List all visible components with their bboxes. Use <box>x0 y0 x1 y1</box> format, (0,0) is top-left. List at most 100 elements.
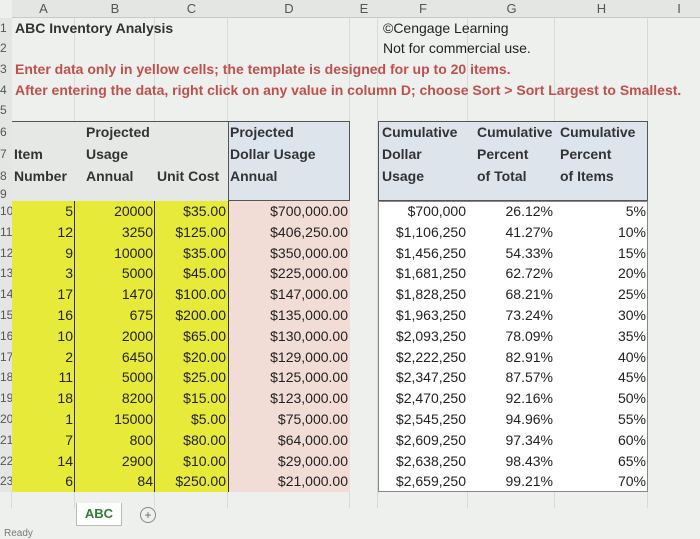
cell-r10c6[interactable]: 5% <box>625 203 646 219</box>
instruction-2[interactable]: After entering the data, right click on … <box>15 82 682 98</box>
cell-r23c2[interactable]: $250.00 <box>175 473 226 490</box>
cell-r17c0[interactable]: 2 <box>65 348 73 365</box>
cell-r21c3[interactable]: $64,000.00 <box>277 431 348 448</box>
cell-r10c0[interactable]: 5 <box>65 203 73 219</box>
cell-r14c6[interactable]: 25% <box>617 286 646 303</box>
cell-r21c0[interactable]: 7 <box>65 431 73 448</box>
cell-r14c2[interactable]: $100.00 <box>175 286 226 303</box>
cell-r12c0[interactable]: 9 <box>65 244 73 261</box>
cell-r12c6[interactable]: 15% <box>617 244 646 261</box>
header-a[interactable]: Item <box>14 146 43 162</box>
row-header-1[interactable]: 1 <box>0 18 12 38</box>
cell-r17c5[interactable]: 82.91% <box>505 348 553 365</box>
column-header-H[interactable]: H <box>555 0 649 18</box>
cell-r17c4[interactable]: $2,222,250 <box>395 348 466 365</box>
row-header-6[interactable]: 6 <box>0 121 12 143</box>
cell-r20c5[interactable]: 94.96% <box>505 411 553 427</box>
header-b[interactable]: Annual <box>86 168 134 184</box>
cell-r19c3[interactable]: $123,000.00 <box>270 390 348 407</box>
cell-r23c4[interactable]: $2,659,250 <box>395 473 466 490</box>
cell-r19c5[interactable]: 92.16% <box>505 390 553 407</box>
title-cell[interactable]: ABC Inventory Analysis <box>15 20 174 36</box>
cell-r21c5[interactable]: 97.34% <box>505 431 553 448</box>
cell-r16c6[interactable]: 35% <box>617 327 646 344</box>
notice-cell[interactable]: Not for commercial use. <box>383 40 531 56</box>
cell-r21c6[interactable]: 60% <box>617 431 646 448</box>
row-header-14[interactable]: 14 <box>0 284 12 305</box>
header-c[interactable]: Unit Cost <box>157 168 220 184</box>
cell-r15c5[interactable]: 73.24% <box>505 307 553 323</box>
cell-r12c5[interactable]: 54.33% <box>505 244 553 261</box>
add-sheet-button[interactable]: + <box>140 507 156 523</box>
row-header-10[interactable]: 10 <box>0 201 12 222</box>
cell-r14c5[interactable]: 68.21% <box>505 286 553 303</box>
row-header-3[interactable]: 3 <box>0 59 12 80</box>
column-header-D[interactable]: D <box>228 0 351 18</box>
cell-r23c5[interactable]: 99.21% <box>505 473 553 490</box>
cell-r10c4[interactable]: $700,000 <box>407 203 466 219</box>
cell-r22c3[interactable]: $29,000.00 <box>277 452 348 469</box>
header-b[interactable]: Usage <box>86 146 129 162</box>
cell-r14c0[interactable]: 17 <box>57 286 73 303</box>
header-b[interactable]: Projected <box>86 124 150 140</box>
row-header-20[interactable]: 20 <box>0 409 12 430</box>
cell-r11c1[interactable]: 3250 <box>121 223 153 240</box>
cell-r23c6[interactable]: 70% <box>617 473 646 490</box>
cell-r16c5[interactable]: 78.09% <box>505 327 553 344</box>
cell-r13c0[interactable]: 3 <box>65 265 73 282</box>
cell-r22c5[interactable]: 98.43% <box>505 452 553 469</box>
cell-r19c6[interactable]: 50% <box>617 390 646 407</box>
cell-r16c2[interactable]: $65.00 <box>183 327 226 344</box>
cell-r21c4[interactable]: $2,609,250 <box>395 431 466 448</box>
row-header-13[interactable]: 13 <box>0 263 12 285</box>
cell-r20c0[interactable]: 1 <box>65 411 73 427</box>
cell-r19c1[interactable]: 8200 <box>121 390 153 407</box>
cell-r18c6[interactable]: 45% <box>617 369 646 386</box>
copyright-cell[interactable]: ©Cengage Learning <box>383 20 509 36</box>
row-header-2[interactable]: 2 <box>0 38 12 59</box>
cell-r21c2[interactable]: $80.00 <box>183 431 226 448</box>
row-header-18[interactable]: 18 <box>0 367 12 389</box>
cell-r19c2[interactable]: $15.00 <box>183 390 226 407</box>
cell-r17c3[interactable]: $129,000.00 <box>270 348 348 365</box>
cell-r16c4[interactable]: $2,093,250 <box>395 327 466 344</box>
row-header-5[interactable]: 5 <box>0 100 12 121</box>
cell-r15c1[interactable]: 675 <box>129 307 153 323</box>
row-header-15[interactable]: 15 <box>0 305 12 326</box>
row-header-21[interactable]: 21 <box>0 429 12 451</box>
cell-r17c1[interactable]: 6450 <box>121 348 153 365</box>
cell-r17c2[interactable]: $20.00 <box>183 348 226 365</box>
cell-r11c5[interactable]: 41.27% <box>505 223 553 240</box>
header-h[interactable]: Percent <box>560 146 612 162</box>
row-header-22[interactable]: 22 <box>0 450 12 472</box>
column-header-B[interactable]: B <box>75 0 156 18</box>
cell-r13c5[interactable]: 62.72% <box>505 265 553 282</box>
cell-r23c0[interactable]: 6 <box>65 473 73 490</box>
row-header-12[interactable]: 12 <box>0 242 12 264</box>
column-header-E[interactable]: E <box>350 0 379 18</box>
cell-r16c1[interactable]: 2000 <box>121 327 153 344</box>
cell-r22c6[interactable]: 65% <box>617 452 646 469</box>
sheet-tab-abc[interactable]: ABC <box>76 503 122 526</box>
cell-r23c3[interactable]: $21,000.00 <box>277 473 348 490</box>
row-header-4[interactable]: 4 <box>0 80 12 100</box>
header-h[interactable]: of Items <box>560 168 614 184</box>
cell-r18c5[interactable]: 87.57% <box>505 369 553 386</box>
header-f[interactable]: Cumulative <box>382 124 458 140</box>
cell-r23c1[interactable]: 84 <box>137 473 153 490</box>
cell-r10c3[interactable]: $700,000.00 <box>270 203 348 219</box>
cell-r13c3[interactable]: $225,000.00 <box>270 265 348 282</box>
row-header-19[interactable]: 19 <box>0 388 12 409</box>
cell-r21c1[interactable]: 800 <box>129 431 153 448</box>
header-a[interactable]: Number <box>14 168 67 184</box>
column-header-I[interactable]: I <box>648 0 700 18</box>
row-header-11[interactable]: 11 <box>0 221 12 243</box>
header-g[interactable]: Cumulative <box>477 124 553 140</box>
cell-r11c0[interactable]: 12 <box>57 223 73 240</box>
cell-r20c3[interactable]: $75,000.00 <box>277 411 348 427</box>
cell-r12c1[interactable]: 10000 <box>114 244 153 261</box>
cell-r19c0[interactable]: 18 <box>57 390 73 407</box>
cell-r11c3[interactable]: $406,250.00 <box>270 223 348 240</box>
cell-r10c5[interactable]: 26.12% <box>505 203 553 219</box>
cell-r18c3[interactable]: $125,000.00 <box>270 369 348 386</box>
